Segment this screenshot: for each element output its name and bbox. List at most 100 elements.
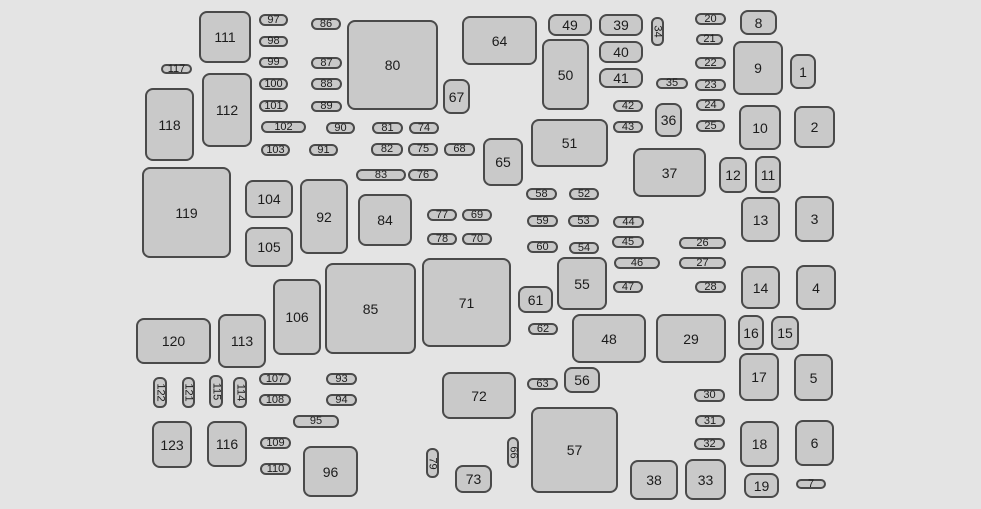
fuse-74: 74 [409, 122, 439, 134]
fuse-120: 120 [136, 318, 211, 364]
fuse-label: 82 [380, 143, 394, 155]
fuse-52: 52 [569, 188, 599, 200]
fuse-29: 29 [656, 314, 726, 363]
fuse-108: 108 [259, 394, 291, 406]
fuse-label: 49 [562, 17, 578, 33]
fuse-16: 16 [738, 315, 764, 350]
fuse-label: 102 [274, 120, 293, 133]
fuse-1: 1 [790, 54, 816, 89]
fuse-89: 89 [311, 101, 342, 112]
fuse-102: 102 [261, 121, 306, 133]
fuse-label: 14 [752, 279, 769, 296]
fuse-91: 91 [309, 144, 338, 156]
fuse-label: 33 [697, 471, 714, 488]
fuse-label: 67 [448, 88, 465, 105]
fuse-label: 27 [696, 256, 709, 269]
fuse-label: 29 [683, 330, 699, 347]
fuse-26: 26 [679, 237, 726, 249]
fuse-116: 116 [207, 421, 247, 467]
fuse-label: 103 [266, 143, 285, 156]
fuse-label: 98 [267, 35, 280, 47]
fuse-label: 79 [427, 456, 439, 470]
fuse-73: 73 [455, 465, 492, 493]
fuse-41: 41 [599, 68, 643, 88]
fuse-label: 20 [704, 12, 717, 25]
fuse-30: 30 [694, 389, 725, 402]
fuse-label: 116 [215, 436, 239, 452]
fuse-label: 16 [743, 324, 759, 341]
fuse-96: 96 [303, 446, 358, 497]
fuse-105: 105 [245, 227, 293, 267]
fuse-label: 96 [322, 463, 339, 480]
fuse-label: 87 [320, 56, 333, 69]
fuse-36: 36 [655, 103, 682, 137]
fuse-label: 30 [703, 389, 716, 401]
fuse-64: 64 [462, 16, 537, 65]
fuse-label: 107 [265, 372, 285, 385]
fuse-label: 4 [812, 279, 820, 296]
fuse-label: 106 [285, 309, 309, 325]
fuse-label: 112 [215, 102, 239, 118]
fuse-82: 82 [371, 143, 403, 156]
fuse-label: 36 [660, 112, 677, 128]
fuse-45: 45 [612, 236, 644, 248]
fuse-label: 42 [621, 99, 635, 112]
fuse-68: 68 [444, 143, 475, 156]
fuse-81: 81 [372, 122, 403, 134]
fuse-101: 101 [259, 100, 288, 112]
fuse-114: 114 [233, 377, 247, 408]
fuse-90: 90 [326, 122, 355, 134]
fuse-label: 92 [316, 208, 332, 225]
fuse-label: 41 [613, 70, 629, 86]
fuse-label: 55 [574, 275, 590, 292]
fuse-14: 14 [741, 266, 780, 309]
fuse-label: 83 [374, 168, 388, 181]
fuse-72: 72 [442, 372, 516, 419]
fuse-label: 54 [577, 241, 591, 254]
fuse-label: 122 [154, 383, 167, 402]
fuse-label: 38 [646, 472, 662, 488]
fuse-label: 39 [613, 17, 629, 33]
fuse-66: 66 [507, 437, 520, 468]
fuse-label: 68 [453, 143, 466, 155]
fuse-label: 52 [577, 187, 591, 200]
fuse-10: 10 [739, 105, 781, 150]
fuse-label: 65 [495, 154, 511, 170]
fuse-label: 69 [470, 208, 484, 221]
fuse-label: 26 [696, 236, 709, 249]
fuse-label: 56 [574, 372, 590, 388]
fuse-label: 84 [377, 212, 393, 228]
fuse-label: 8 [754, 14, 763, 31]
fuse-113: 113 [218, 314, 266, 368]
fuse-5: 5 [794, 354, 833, 401]
fuse-label: 61 [527, 291, 544, 308]
fuse-86: 86 [311, 18, 341, 30]
fuse-label: 76 [416, 168, 430, 181]
fuse-label: 53 [577, 214, 590, 227]
fuse-31: 31 [695, 415, 725, 427]
fuse-label: 62 [536, 322, 550, 335]
fuse-88: 88 [311, 78, 342, 90]
fuse-6: 6 [795, 420, 834, 466]
fuse-label: 113 [230, 333, 254, 349]
fuse-109: 109 [260, 437, 291, 449]
fuse-32: 32 [694, 438, 725, 450]
fuse-21: 21 [696, 34, 723, 45]
fuse-label: 105 [257, 239, 281, 255]
fuse-label: 44 [622, 215, 635, 228]
fuse-25: 25 [696, 120, 725, 132]
fuse-label: 24 [704, 98, 717, 111]
fuse-label: 50 [557, 66, 574, 83]
fuse-label: 119 [175, 204, 198, 221]
fuse-46: 46 [614, 257, 660, 269]
fuse-97: 97 [259, 14, 288, 26]
fuse-20: 20 [695, 13, 726, 25]
fuse-label: 108 [265, 393, 285, 406]
fuse-label: 31 [703, 414, 717, 427]
fuse-label: 121 [183, 383, 196, 402]
fuse-27: 27 [679, 257, 726, 269]
fuse-label: 94 [335, 393, 348, 406]
fuse-label: 75 [416, 143, 430, 155]
fuse-13: 13 [741, 197, 780, 242]
